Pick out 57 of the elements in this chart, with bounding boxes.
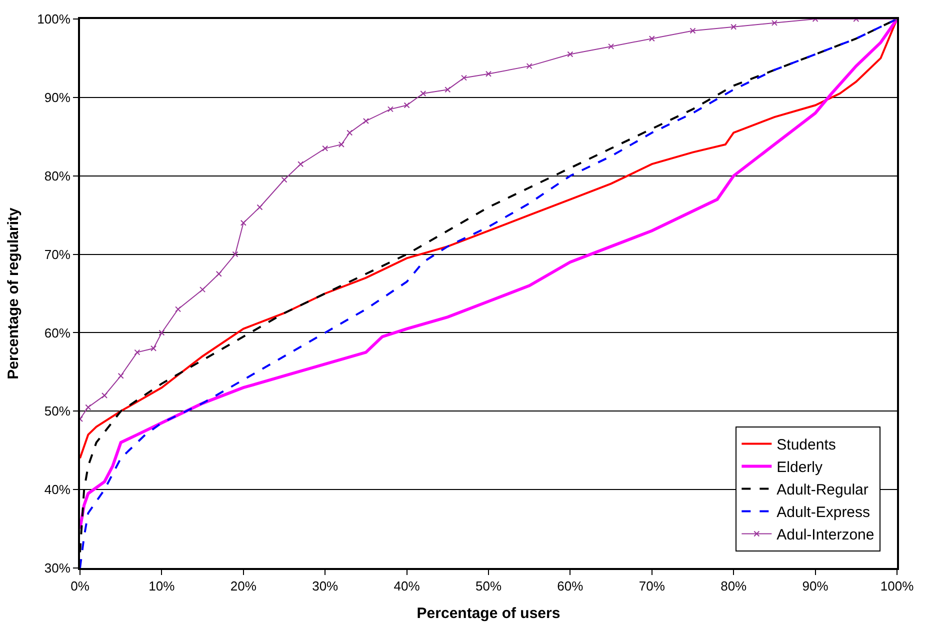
point bbox=[216, 270, 222, 277]
x-tick-label: 80% bbox=[720, 578, 748, 594]
legend-label: Students bbox=[776, 436, 836, 454]
point bbox=[102, 392, 108, 398]
y-tick-label: 50% bbox=[44, 404, 71, 419]
x-tick-label: 60% bbox=[557, 578, 584, 594]
point bbox=[298, 161, 304, 168]
x-tick-label: 100% bbox=[880, 578, 914, 594]
x-tick-label: 40% bbox=[394, 578, 420, 594]
legend-label: Adul-Interzone bbox=[776, 526, 874, 544]
legend-label: Adult-Regular bbox=[776, 482, 868, 499]
y-tick-label: 100% bbox=[37, 12, 71, 27]
x-tick-label: 90% bbox=[802, 578, 829, 594]
point bbox=[85, 404, 92, 410]
point bbox=[118, 372, 124, 379]
x-tick-label: 20% bbox=[230, 578, 257, 594]
x-tick-label: 70% bbox=[638, 578, 666, 594]
point bbox=[346, 130, 353, 136]
point bbox=[322, 145, 328, 152]
point bbox=[338, 141, 344, 148]
point bbox=[526, 63, 532, 70]
point bbox=[256, 204, 263, 210]
point bbox=[444, 86, 451, 93]
legend-label: Adult-Express bbox=[776, 504, 870, 522]
point bbox=[690, 28, 696, 34]
point bbox=[567, 51, 574, 58]
point bbox=[771, 20, 778, 26]
point bbox=[460, 74, 467, 81]
point bbox=[648, 36, 655, 42]
point bbox=[730, 24, 737, 30]
y-tick-label: 90% bbox=[44, 90, 71, 105]
x-tick-label: 30% bbox=[312, 578, 339, 594]
y-tick-label: 70% bbox=[44, 246, 71, 262]
point bbox=[362, 118, 369, 124]
point bbox=[134, 349, 140, 356]
point bbox=[387, 106, 394, 112]
point bbox=[486, 70, 492, 77]
y-axis-title: Percentage of regularity bbox=[4, 206, 22, 380]
point bbox=[175, 306, 182, 312]
point bbox=[158, 330, 165, 336]
point bbox=[232, 251, 238, 258]
y-tick-label: 40% bbox=[44, 482, 71, 498]
x-tick-label: 10% bbox=[148, 578, 176, 594]
x-axis-title: Percentage of users bbox=[416, 605, 560, 622]
x-tick-label: 0% bbox=[70, 578, 90, 594]
x-tick-label: 50% bbox=[475, 578, 502, 594]
point bbox=[420, 90, 426, 97]
point bbox=[404, 102, 410, 108]
legend-label: Elderly bbox=[776, 459, 824, 476]
y-tick-label: 60% bbox=[44, 325, 71, 340]
y-tick-label: 30% bbox=[44, 560, 71, 576]
point bbox=[608, 43, 614, 50]
y-tick-label: 80% bbox=[44, 168, 71, 184]
point bbox=[281, 176, 288, 183]
point bbox=[240, 220, 246, 226]
point bbox=[150, 345, 157, 352]
point bbox=[200, 286, 206, 293]
